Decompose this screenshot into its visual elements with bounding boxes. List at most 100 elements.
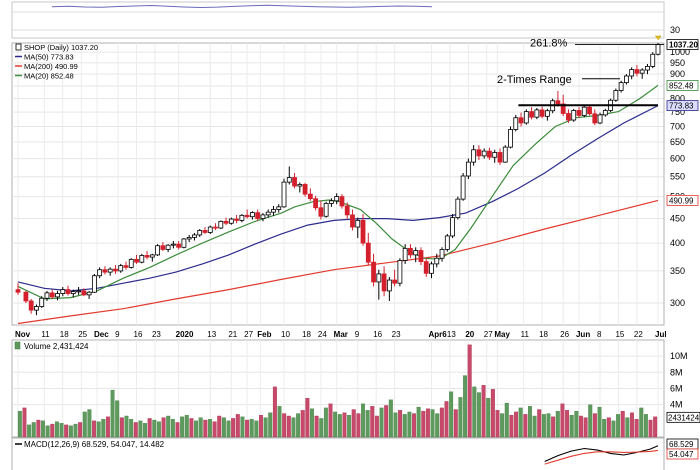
x-tick-label: 11 (41, 330, 50, 339)
candle-body (102, 269, 108, 273)
x-tick-label: Apr6 (428, 330, 447, 339)
candle-body (207, 226, 213, 233)
volume-bar (569, 415, 574, 438)
volume-bar (194, 420, 199, 438)
price-tick-label: 900 (670, 69, 685, 79)
volume-bar (490, 389, 495, 438)
volume-bar (546, 413, 551, 438)
volume-bar (115, 400, 120, 438)
volume-bar (82, 411, 87, 438)
volume-bar (537, 409, 542, 438)
volume-bar (92, 420, 96, 438)
volume-bar (277, 406, 282, 438)
volume-bar (217, 415, 222, 438)
volume-bar (379, 407, 384, 438)
volume-bar (555, 410, 560, 438)
last-value-box (666, 39, 699, 50)
candle-body (423, 261, 429, 274)
x-tick-label: 9 (355, 330, 360, 339)
legend-candle-icon (15, 43, 22, 51)
volume-bar (565, 410, 570, 438)
volume-bar (467, 344, 472, 438)
volume-bar (166, 415, 171, 438)
candle-body (360, 220, 366, 244)
volume-bar (226, 420, 231, 438)
ma-line-ma20 (17, 84, 659, 300)
volume-bar (606, 417, 611, 438)
legend-volume-icon (14, 341, 21, 350)
volume-bar (597, 406, 602, 438)
volume-bar (463, 375, 468, 438)
candle-body (344, 205, 350, 216)
candle-body (223, 220, 229, 224)
price-tick-label: 450 (670, 214, 685, 224)
volume-bar (500, 413, 505, 438)
last-value-box (666, 80, 699, 91)
price-tick-label: 800 (670, 94, 685, 104)
volume-bar (430, 409, 435, 438)
candle-body (244, 214, 250, 218)
candle-body (571, 110, 577, 121)
volume-bar (50, 423, 55, 438)
volume-bar (579, 415, 583, 438)
candle-body (376, 273, 382, 283)
range-label: 2-Times Range (497, 74, 572, 86)
candle-body (592, 113, 598, 124)
volume-bar (286, 415, 291, 438)
candle-body (107, 268, 113, 273)
volume-bar (268, 412, 273, 438)
last-value-label: 490.99 (669, 196, 694, 205)
volume-bar (611, 420, 616, 438)
volume-bar (259, 415, 263, 438)
volume-bar (254, 420, 259, 438)
candle-body (334, 196, 340, 202)
volume-tick-label: 4M (670, 400, 683, 410)
candle-body (44, 292, 50, 299)
volume-bar (305, 398, 310, 438)
volume-panel: 10M 8M 6M 4M Volume 2,431,424 2431424 (11, 339, 700, 438)
volume-bar (310, 408, 314, 438)
candle-body (539, 109, 545, 117)
macd-panel: MACD(12,26,9) 68.529, 54.047, 14.482 68.5… (11, 437, 699, 470)
volume-bar (337, 414, 342, 438)
candle-body (529, 111, 534, 118)
volume-bar (129, 419, 134, 438)
candle-body (292, 177, 297, 187)
candle-body (139, 255, 145, 263)
candle-body (487, 150, 492, 158)
rsi-frame (11, 1, 665, 39)
volume-bar (296, 413, 301, 438)
candle-body (513, 117, 519, 130)
x-tick-label: 11 (521, 330, 530, 339)
candle-body (476, 149, 482, 157)
last-value-label: 852.48 (669, 81, 694, 90)
candle-body (645, 65, 650, 71)
candle-body (160, 245, 166, 250)
candle-body (118, 265, 124, 272)
x-tick-label: 16 (134, 330, 143, 339)
volume-bar (416, 406, 421, 438)
price-frame (11, 42, 665, 326)
price-tick-label: 400 (670, 238, 685, 248)
volume-bar (152, 419, 157, 438)
candle-body (460, 175, 466, 200)
candle-body (260, 214, 266, 219)
x-tick-label: 24 (318, 330, 327, 339)
volume-bar (653, 416, 658, 438)
x-tick-label: 2020 (176, 330, 194, 339)
volume-bar (189, 418, 194, 438)
x-tick-label: Jun (576, 330, 590, 339)
fib-level-label: 261.8% (530, 38, 568, 50)
volume-bar (180, 416, 185, 438)
volume-bar (444, 401, 449, 438)
candle-body (371, 261, 376, 283)
volume-bar (486, 398, 491, 438)
volume-bar (319, 418, 324, 438)
candle-body (418, 250, 424, 263)
candle-body (655, 44, 661, 55)
macd-last-label: 68.529 (669, 440, 694, 449)
candle-body (70, 291, 76, 294)
volume-bar (541, 414, 546, 438)
macd-line-signal (544, 449, 659, 465)
candle-body (581, 106, 587, 116)
